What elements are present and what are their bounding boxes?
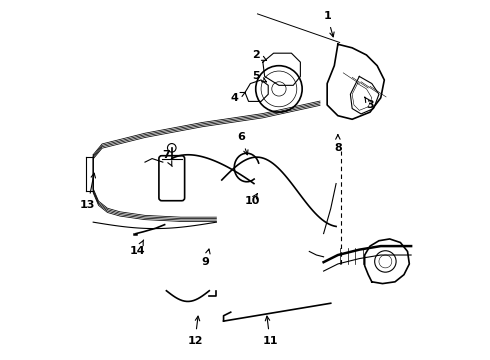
Text: 10: 10 [245, 194, 260, 206]
Text: 4: 4 [230, 93, 245, 103]
Text: 13: 13 [80, 173, 96, 210]
Text: 14: 14 [130, 240, 146, 256]
Text: 12: 12 [187, 316, 203, 346]
Text: 1: 1 [323, 11, 334, 37]
Text: 3: 3 [365, 97, 374, 110]
Text: 8: 8 [334, 135, 342, 153]
Text: 6: 6 [238, 132, 248, 155]
Text: 2: 2 [252, 50, 267, 60]
Text: 7: 7 [163, 150, 172, 167]
Text: 9: 9 [202, 249, 210, 267]
Text: 5: 5 [252, 71, 267, 82]
Text: 11: 11 [262, 316, 278, 346]
